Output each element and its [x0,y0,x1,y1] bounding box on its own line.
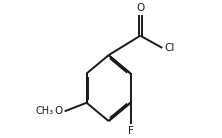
Text: Cl: Cl [165,43,175,53]
Text: F: F [128,126,133,136]
Text: CH₃: CH₃ [36,106,54,116]
Text: O: O [54,106,62,116]
Text: O: O [136,2,144,13]
